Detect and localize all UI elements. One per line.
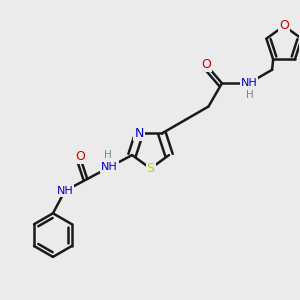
Text: S: S	[146, 162, 154, 175]
Text: H: H	[104, 150, 112, 160]
Text: O: O	[279, 20, 289, 32]
Text: NH: NH	[56, 186, 73, 196]
Text: H: H	[246, 90, 254, 100]
Text: O: O	[75, 150, 85, 163]
Text: NH: NH	[240, 78, 257, 88]
Text: O: O	[201, 58, 211, 71]
Text: NH: NH	[101, 162, 118, 172]
Text: N: N	[134, 127, 144, 140]
